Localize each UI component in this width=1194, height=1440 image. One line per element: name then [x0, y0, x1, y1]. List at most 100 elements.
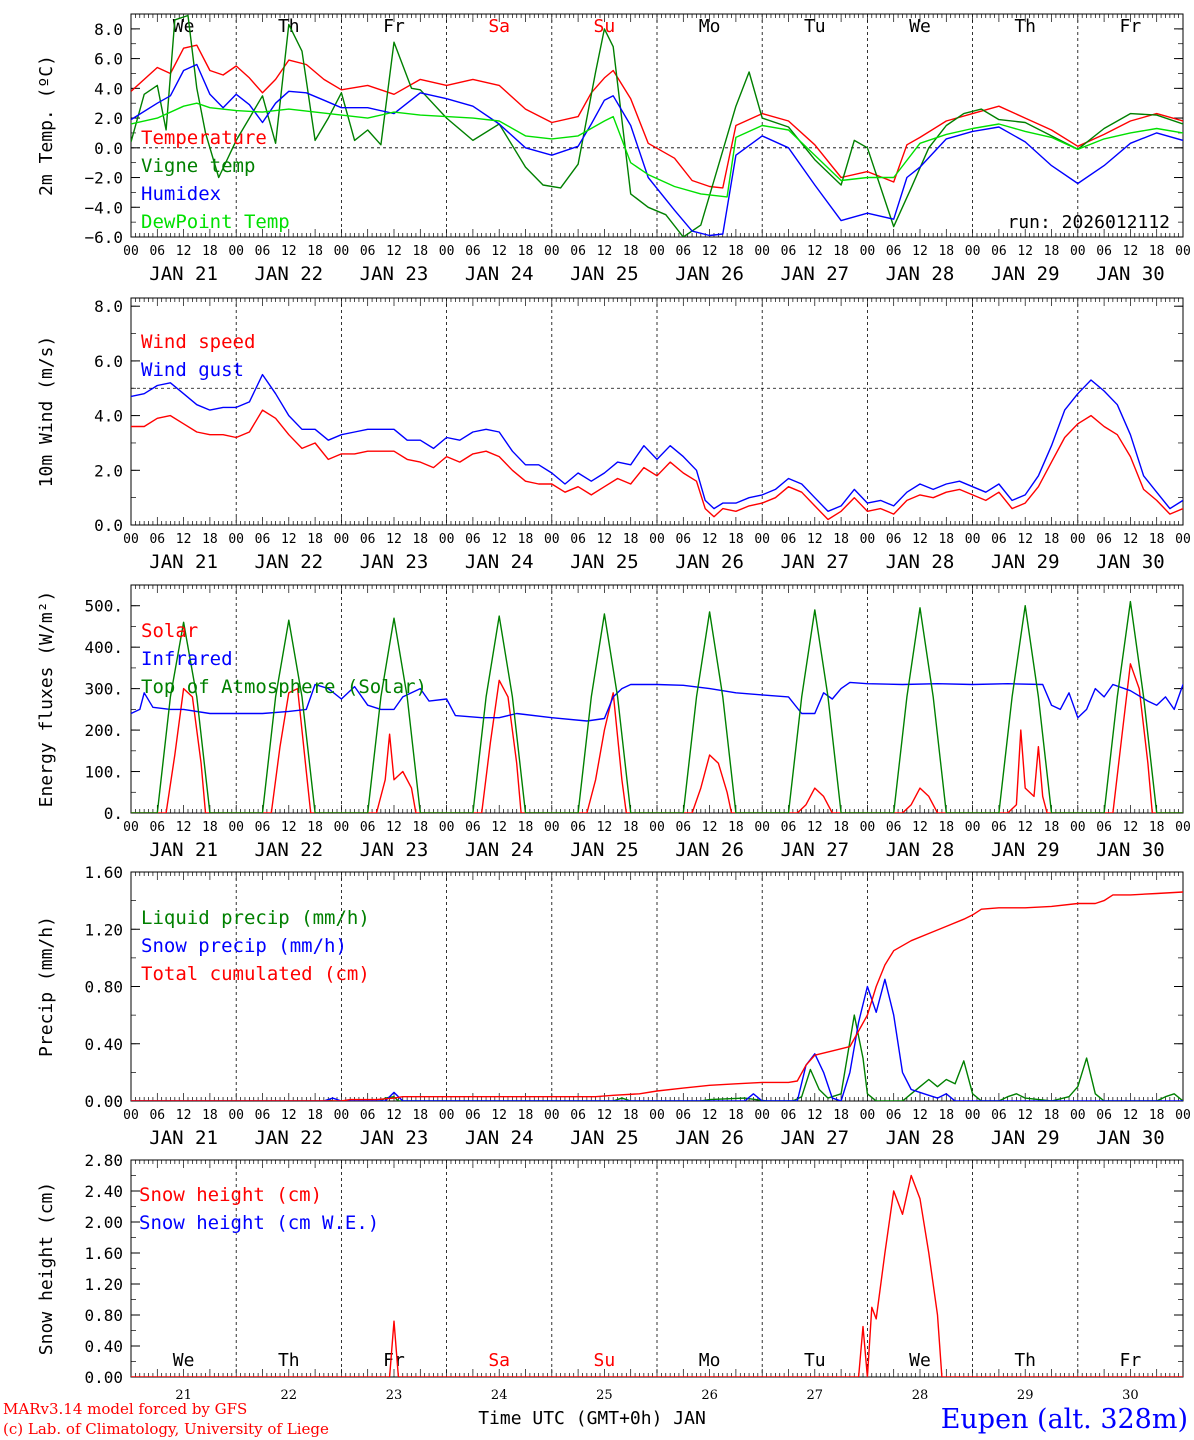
date-label: JAN 22 — [254, 551, 323, 573]
hour-label: 18 — [307, 244, 323, 259]
hour-label: 18 — [1044, 532, 1060, 547]
hour-label: 00 — [649, 1108, 665, 1123]
legend-label: Solar — [141, 620, 198, 642]
date-label: JAN 28 — [886, 1127, 955, 1149]
hour-label: 18 — [833, 1108, 849, 1123]
y-tick-label: 2.80 — [84, 1151, 123, 1170]
hour-label: 18 — [623, 532, 639, 547]
hour-label: 12 — [807, 820, 823, 835]
hour-label: 06 — [360, 244, 376, 259]
hour-label: 00 — [544, 1108, 560, 1123]
hour-label: 18 — [833, 820, 849, 835]
day-number: 29 — [1017, 1388, 1034, 1403]
date-label: JAN 27 — [780, 263, 849, 285]
hour-label: 12 — [1017, 1108, 1033, 1123]
y-tick-label: 6.0 — [94, 50, 123, 69]
hour-label: 00 — [123, 1108, 139, 1123]
y-tick-label: 0.80 — [84, 978, 123, 997]
date-label: JAN 25 — [570, 551, 639, 573]
hour-label: 18 — [202, 532, 218, 547]
hour-label: 06 — [360, 820, 376, 835]
hour-label: 06 — [570, 532, 586, 547]
weekday-label: Su — [594, 1350, 616, 1371]
y-tick-label: 0.00 — [84, 1368, 123, 1387]
hour-label: 18 — [938, 244, 954, 259]
date-label: JAN 21 — [149, 1127, 218, 1149]
date-label: JAN 27 — [780, 839, 849, 861]
day-number: 27 — [807, 1388, 824, 1403]
y-tick-label: 0.40 — [84, 1035, 123, 1054]
y-tick-label: 8.0 — [94, 20, 123, 39]
series-line-solar — [131, 663, 1183, 813]
hour-label: 00 — [228, 532, 244, 547]
hour-label: 18 — [623, 244, 639, 259]
day-number: 22 — [281, 1388, 298, 1403]
weekday-label: Fr — [383, 16, 405, 37]
hour-label: 18 — [1149, 532, 1165, 547]
panel-precip: 0.00 0.40 0.80 1.20 1.60 Precip (mm/h) 00 06 12 1… — [36, 863, 1191, 1149]
y-tick-label: 6.0 — [94, 352, 123, 371]
hour-label: 06 — [886, 244, 902, 259]
hour-label: 00 — [439, 532, 455, 547]
series-line-snow-height-cm- — [131, 1174, 1183, 1377]
hour-label: 18 — [202, 820, 218, 835]
series-line-snow-precip-mm-h- — [131, 978, 1183, 1101]
hour-label: 06 — [781, 820, 797, 835]
y-tick-label: 0.00 — [84, 1092, 123, 1111]
hour-label: 00 — [1175, 1108, 1191, 1123]
panel-temp: −6.0 −4.0 −2.0 0.0 2.0 4.0 6.0 8.0 2m Temp. (ºC)… — [36, 13, 1191, 285]
hour-label: 18 — [202, 244, 218, 259]
y-axis-title: Energy fluxes (W/m²) — [36, 591, 57, 808]
y-axis-title: Precip (mm/h) — [36, 916, 57, 1057]
hour-label: 12 — [1017, 532, 1033, 547]
hour-label: 12 — [491, 244, 507, 259]
series-line-wind-gust — [131, 373, 1183, 512]
date-label: JAN 28 — [886, 551, 955, 573]
hour-label: 00 — [860, 1108, 876, 1123]
hour-label: 12 — [1123, 1108, 1139, 1123]
hour-label: 18 — [1044, 820, 1060, 835]
date-label: JAN 22 — [254, 839, 323, 861]
series-line-temperature — [131, 44, 1183, 189]
hour-label: 12 — [491, 820, 507, 835]
panel-snow: 0.00 0.40 0.80 1.20 1.60 2.00 2.40 2.80 Snow hei… — [36, 1151, 1184, 1403]
credit-model: MARv3.14 model forced by GFS — [3, 1400, 247, 1418]
hour-label: 00 — [1175, 820, 1191, 835]
hour-label: 12 — [807, 244, 823, 259]
y-tick-label: 2.0 — [94, 461, 123, 480]
hour-label: 12 — [491, 532, 507, 547]
hour-label: 00 — [439, 1108, 455, 1123]
hour-label: 06 — [781, 244, 797, 259]
day-number: 21 — [175, 1388, 192, 1403]
hour-label: 00 — [965, 532, 981, 547]
hour-label: 18 — [202, 1108, 218, 1123]
hour-label: 12 — [491, 1108, 507, 1123]
date-label: JAN 26 — [675, 263, 744, 285]
hour-label: 18 — [938, 532, 954, 547]
y-tick-label: 1.20 — [84, 1275, 123, 1294]
weekday-label: Fr — [383, 1350, 405, 1371]
hour-label: 00 — [1070, 532, 1086, 547]
hour-label: 12 — [1017, 244, 1033, 259]
hour-label: 18 — [728, 244, 744, 259]
hour-label: 18 — [833, 244, 849, 259]
y-tick-label: 2.40 — [84, 1182, 123, 1201]
date-label: JAN 24 — [465, 839, 534, 861]
hour-label: 12 — [702, 820, 718, 835]
day-number: 30 — [1122, 1388, 1139, 1403]
legend-label: Snow precip (mm/h) — [141, 935, 347, 957]
y-tick-label: 1.60 — [84, 863, 123, 882]
y-tick-label: 8.0 — [94, 297, 123, 316]
hour-label: 06 — [675, 532, 691, 547]
date-label: JAN 21 — [149, 263, 218, 285]
series-line-liquid-precip-mm-h- — [131, 1014, 1183, 1101]
hour-label: 00 — [544, 820, 560, 835]
hour-label: 12 — [912, 244, 928, 259]
hour-label: 00 — [1070, 244, 1086, 259]
hour-label: 18 — [1044, 244, 1060, 259]
weekday-label: Tu — [804, 1350, 826, 1371]
hour-label: 12 — [1123, 244, 1139, 259]
date-label: JAN 28 — [886, 839, 955, 861]
hour-label: 12 — [597, 532, 613, 547]
hour-label: 00 — [439, 244, 455, 259]
